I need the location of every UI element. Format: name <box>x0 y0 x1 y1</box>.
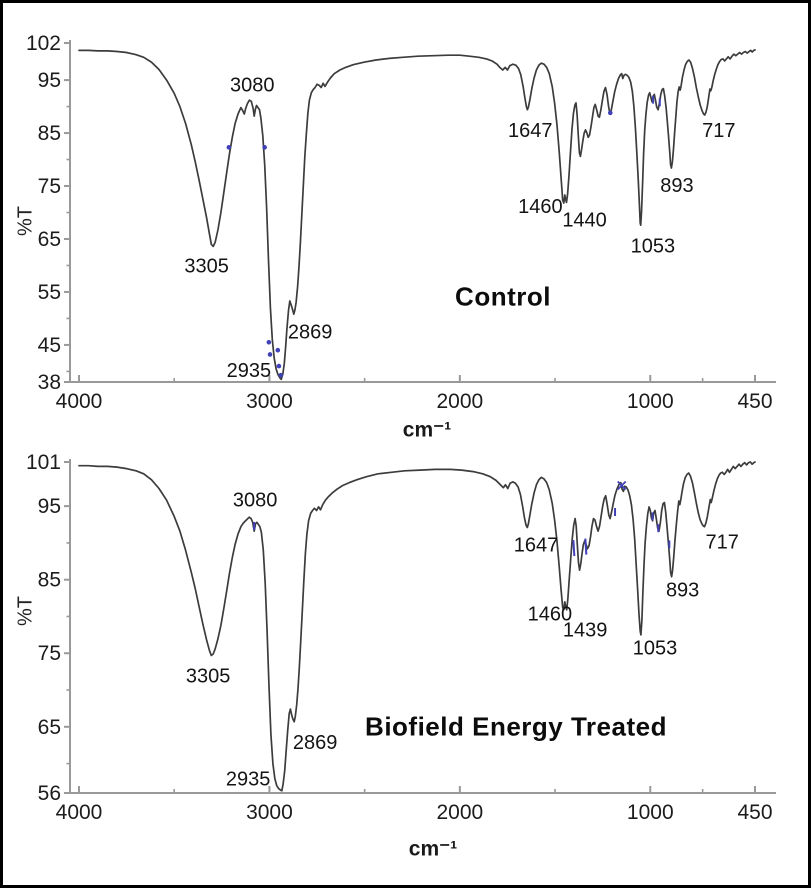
peak-label-1440: 1440 <box>562 209 607 231</box>
peak-label-1460: 1460 <box>528 604 573 626</box>
x-tick-label: 1000 <box>627 801 674 824</box>
x-axis-unit-treated: cm⁻¹ <box>408 837 458 861</box>
treated-spectrum-chart: 4000 3000 2000 1000 450 101 95 85 75 65 56 3305 3080… <box>26 451 776 824</box>
chart-title-control: Control <box>455 281 551 312</box>
y-tick-label: 95 <box>38 495 61 518</box>
x-tick-label: 450 <box>737 390 772 413</box>
x-tick-label: 450 <box>737 801 772 824</box>
peak-label-3080: 3080 <box>233 490 278 512</box>
y-tick-label: 75 <box>38 175 61 198</box>
y-axis-unit-treated: %T <box>14 596 37 626</box>
y-tick-label: 75 <box>38 642 61 665</box>
x-tick-label: 3000 <box>246 390 293 413</box>
x-axis-unit-control: cm⁻¹ <box>402 418 452 442</box>
peak-label-2935: 2935 <box>227 360 272 382</box>
y-tick-label: 65 <box>38 228 61 251</box>
peak-label-2935: 2935 <box>226 768 271 790</box>
peak-marker-dot <box>276 363 282 369</box>
y-tick-label: 102 <box>26 32 61 55</box>
peak-label-1053: 1053 <box>633 637 678 659</box>
peak-marker-dot <box>607 110 613 116</box>
peak-marker-dot <box>266 339 272 345</box>
peak-label-1439: 1439 <box>563 620 608 642</box>
peak-label-893: 893 <box>660 175 693 197</box>
y-tick-label: 101 <box>26 451 61 474</box>
peak-label-1053: 1053 <box>631 235 676 257</box>
x-tick-label: 4000 <box>56 390 103 413</box>
control-spectrum-chart: 4000 3000 2000 1000 450 102 95 85 75 65 55 45 38 3305… <box>26 32 776 413</box>
peak-label-1460: 1460 <box>518 196 563 218</box>
x-tick-label: 4000 <box>56 801 103 824</box>
peak-label-3305: 3305 <box>186 665 231 687</box>
peak-marker-dot <box>262 145 267 150</box>
peak-label-3305: 3305 <box>184 255 229 277</box>
y-tick-label: 85 <box>38 122 61 145</box>
y-tick-label: 45 <box>38 334 61 357</box>
y-tick-label: 38 <box>38 371 61 394</box>
y-tick-label: 55 <box>38 281 61 304</box>
peak-label-893: 893 <box>666 579 699 601</box>
x-tick-label: 1000 <box>627 390 674 413</box>
peak-label-2869: 2869 <box>293 732 338 754</box>
peak-label-717: 717 <box>706 531 739 553</box>
peak-marker-cross <box>617 480 627 491</box>
peak-marker-dot <box>226 145 232 150</box>
x-tick-label: 3000 <box>246 801 293 824</box>
x-tick-label: 2000 <box>436 390 483 413</box>
y-axis-unit-control: %T <box>14 206 37 236</box>
peak-marker-tick <box>572 539 576 557</box>
y-tick-label: 85 <box>38 569 61 592</box>
chart-title-treated: Biofield Energy Treated <box>365 711 667 742</box>
peak-label-717: 717 <box>702 120 735 142</box>
x-tick-label: 2000 <box>436 801 483 824</box>
peak-label-2869: 2869 <box>288 322 333 344</box>
peak-marker-tick <box>584 538 588 555</box>
y-tick-label: 56 <box>38 782 61 805</box>
peak-marker-dot <box>278 372 284 378</box>
peak-label-1647: 1647 <box>514 534 559 556</box>
peak-label-1647: 1647 <box>508 120 553 142</box>
peak-label-3080: 3080 <box>230 74 275 96</box>
control-spectrum-curve <box>78 49 756 381</box>
peak-marker-dot <box>267 352 273 357</box>
y-tick-label: 95 <box>38 69 61 92</box>
y-tick-label: 65 <box>38 716 61 739</box>
peak-marker-dot <box>275 347 281 353</box>
treated-spectrum-curve <box>78 461 756 792</box>
